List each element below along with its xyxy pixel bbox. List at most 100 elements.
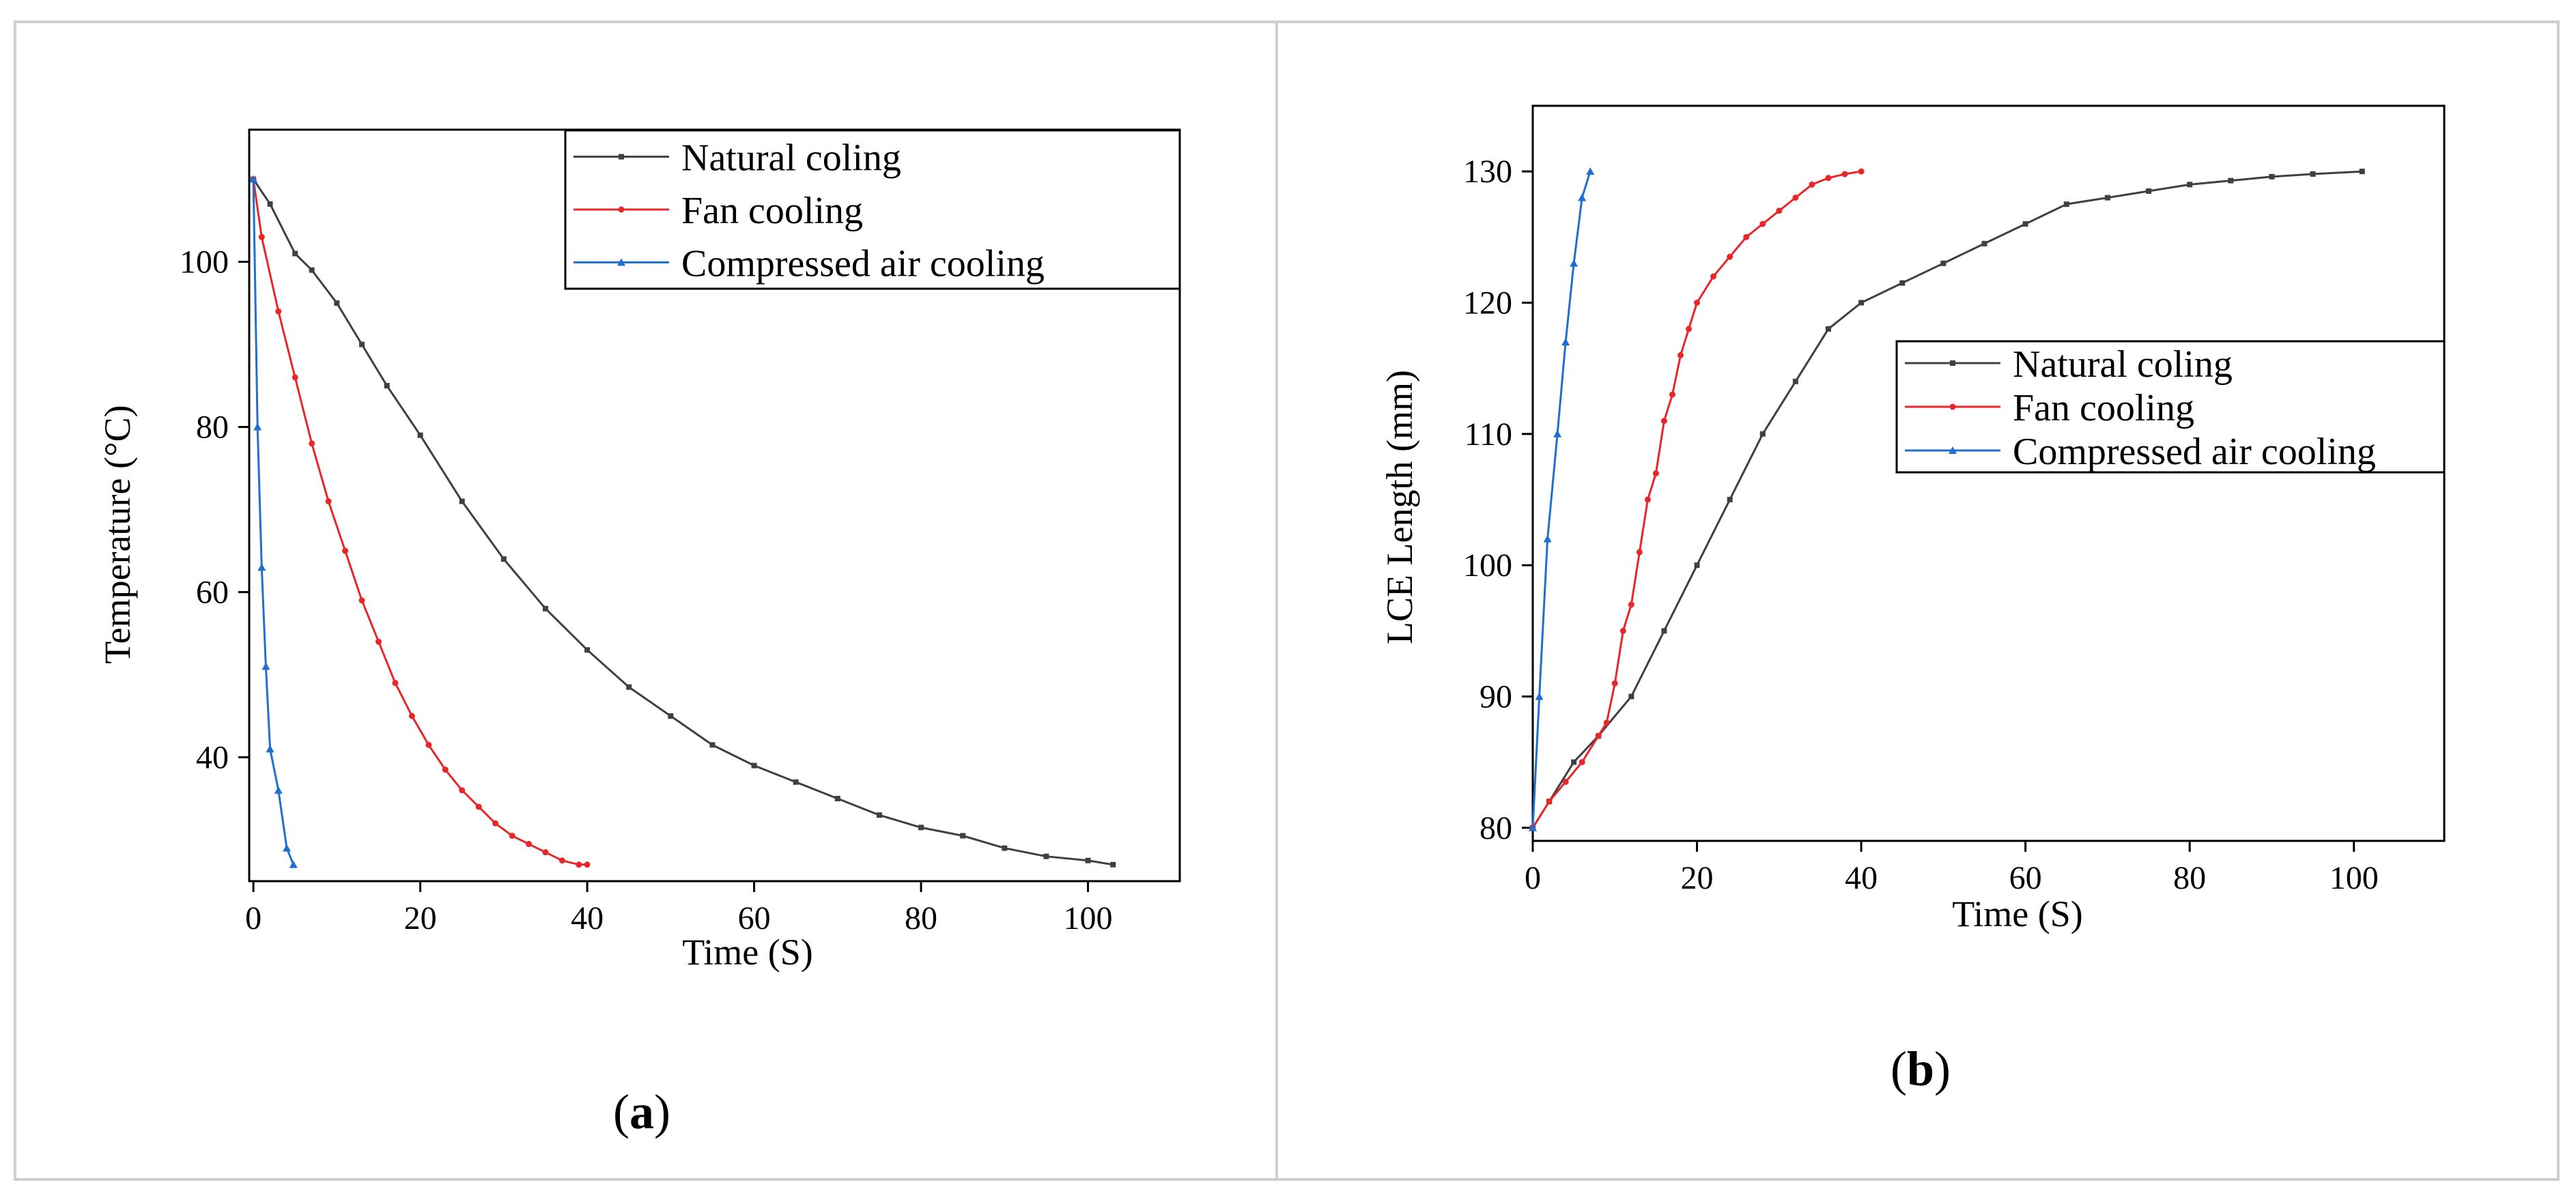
chart-b-data-point	[1825, 175, 1832, 182]
chart-b-ylabel: LCE Length (mm)	[1379, 370, 1420, 644]
chart-a-data-point	[751, 762, 757, 769]
chart-b-data-point	[1571, 759, 1577, 765]
chart-a-data-point	[325, 498, 332, 504]
chart-b-data-point	[1858, 168, 1865, 175]
chart-b-data-point	[1628, 601, 1634, 608]
chart-b-data-point	[1669, 391, 1675, 398]
chart-b-data-point	[1553, 429, 1562, 438]
chart-a-data-point	[834, 796, 840, 802]
chart-b-data-point	[1686, 326, 1693, 332]
chart-a-data-point	[266, 745, 274, 753]
chart-b-data-point	[1809, 181, 1815, 188]
chart-b-data-point	[1619, 627, 1626, 634]
chart-a-data-point	[258, 233, 265, 240]
chart-a-data-point	[542, 605, 548, 612]
chart-b-data-point	[1677, 352, 1684, 358]
chart-a-data-point	[408, 713, 415, 719]
chart-a-data-point	[289, 860, 298, 868]
chart-a-ytick-label: 40	[196, 740, 229, 776]
figure-frame	[14, 20, 2560, 1181]
chart-a-data-point	[274, 786, 283, 794]
chart-b-data-point	[1792, 195, 1799, 201]
chart-b-data-point	[1603, 719, 1610, 726]
chart-b-data-point	[2269, 173, 2275, 180]
chart-b-data-point	[1841, 171, 1848, 177]
chart-b-data-point	[1743, 233, 1750, 240]
chart-a-data-point	[526, 841, 533, 848]
chart-b-data-point	[1727, 496, 1733, 502]
chart-a-legend-label: Fan cooling	[681, 190, 863, 232]
chart-a-xtick-label: 60	[738, 900, 771, 936]
chart-a-data-point	[253, 422, 262, 431]
chart-b-legend-marker	[1949, 446, 1957, 454]
chart-b-data-point	[1710, 273, 1717, 280]
chart-b-data-point	[2022, 221, 2028, 227]
chart-a-xlabel: Time (S)	[682, 932, 813, 973]
chart-a-data-point	[283, 844, 292, 852]
chart-a-data-point	[417, 432, 423, 438]
chart-b-data-point	[2063, 201, 2069, 207]
chart-b-data-point	[2146, 188, 2152, 195]
chart-a-data-point	[292, 374, 298, 381]
chart-a-data-point	[275, 308, 282, 315]
chart-b-data-point	[1578, 193, 1587, 201]
chart-b-data-point	[1694, 299, 1701, 306]
chart-a-data-point	[384, 383, 390, 389]
chart-b-data-point	[2104, 195, 2110, 201]
chart-b-data-point	[1759, 431, 1766, 437]
chart-a-data-point	[358, 597, 365, 604]
chart-b-data-point	[2359, 169, 2365, 175]
chart-a-data-point	[492, 820, 499, 827]
chart-a-data-point	[359, 341, 365, 347]
chart-a-legend-marker	[617, 258, 625, 266]
chart-b-xtick-label: 80	[2173, 860, 2206, 896]
chart-b-ytick-label: 100	[1463, 547, 1512, 584]
chart-b-data-point	[1586, 167, 1595, 175]
chart-b-data-point	[2310, 171, 2316, 177]
chart-a-data-point	[668, 713, 674, 719]
chart-a-data-point	[1110, 861, 1116, 868]
chart-a-data-point	[709, 742, 716, 748]
panel-divider	[1275, 20, 1278, 1181]
chart-a-data-point	[509, 832, 515, 839]
chart-a-data-point	[342, 547, 349, 554]
chart-b-data-point	[1858, 300, 1865, 306]
chart-b-data-point	[1940, 260, 1947, 266]
chart-b-data-point	[2187, 182, 2193, 188]
chart-b-data-point	[1981, 240, 1987, 246]
chart-b-data-point	[1694, 562, 1700, 569]
chart-b-xlabel: Time (S)	[1952, 893, 2083, 934]
chart-b-data-point	[1561, 338, 1570, 346]
chart-a-data-point	[292, 250, 298, 257]
chart-b-series-line-0	[1531, 170, 2362, 829]
chart-b-data-point	[1570, 259, 1579, 267]
chart-b-data-point	[1611, 680, 1618, 687]
chart-b-xtick-label: 100	[2330, 860, 2379, 896]
chart-a-data-point	[584, 647, 591, 653]
chart-a-xtick-label: 100	[1064, 900, 1113, 936]
chart-a-data-point	[257, 563, 266, 571]
chart-b-data-point	[1546, 798, 1553, 805]
chart-a-data-point	[576, 861, 582, 868]
chart-b-ytick-label: 120	[1463, 285, 1512, 321]
chart-b-data-point	[1562, 778, 1569, 785]
chart-b-data-point	[1825, 326, 1831, 332]
chart-b-data-point	[2228, 177, 2234, 184]
chart-a-temperature: 0 20 40 60 80 100 40 60 80 100 Natural coling Fan c…	[97, 128, 1181, 1139]
chart-a-data-point	[261, 662, 270, 670]
chart-b-xtick-label: 0	[1525, 860, 1541, 896]
chart-a-data-point	[500, 556, 507, 562]
chart-b-data-point	[1543, 534, 1552, 543]
chart-a-data-point	[459, 498, 465, 504]
chart-a-data-point	[375, 638, 382, 645]
chart-b-panel-label: (b)	[1891, 1042, 1951, 1096]
chart-b-legend-marker	[1949, 403, 1956, 410]
chart-b-data-point	[1652, 470, 1659, 476]
chart-b-data-point	[1792, 378, 1798, 384]
chart-a-ytick-label: 60	[196, 575, 229, 611]
chart-b-data-point	[1644, 496, 1651, 503]
chart-b-xtick-label: 60	[2009, 860, 2042, 896]
chart-b-data-point	[1776, 207, 1783, 214]
chart-b-ytick-label: 90	[1480, 678, 1512, 715]
